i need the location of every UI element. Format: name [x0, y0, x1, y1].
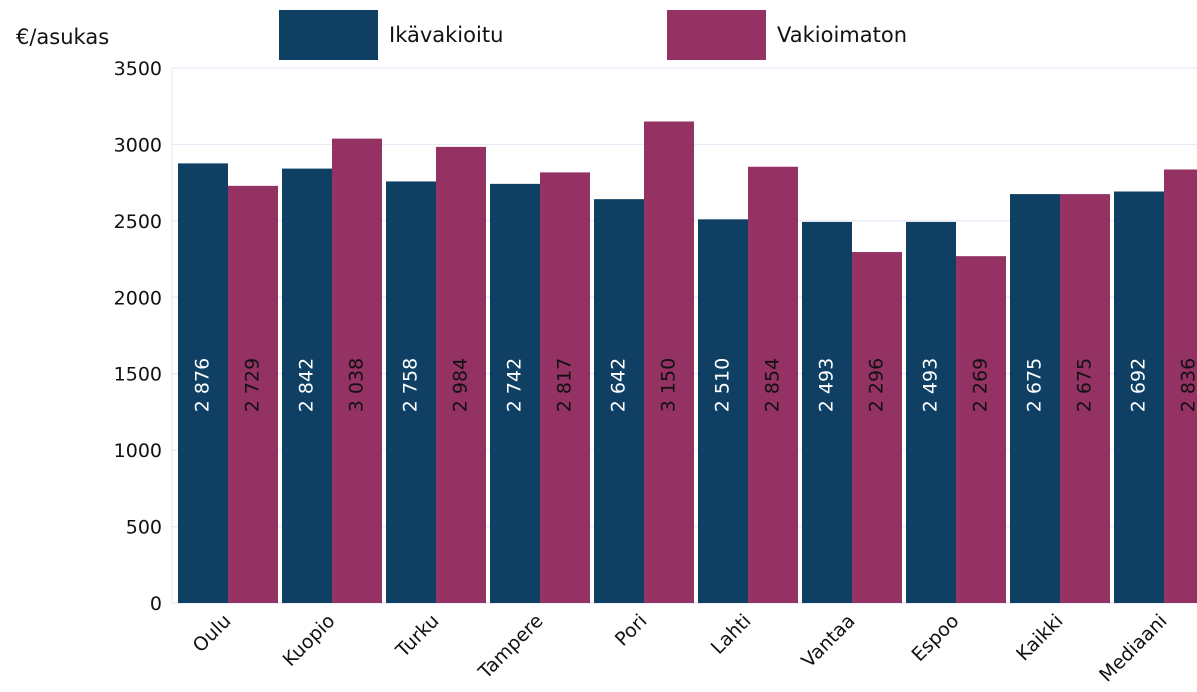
x-tick-label: Vantaa — [797, 610, 859, 672]
x-tick-label: Espoo — [908, 610, 964, 666]
y-tick-label: 3500 — [114, 58, 162, 80]
y-tick-label: 0 — [150, 593, 162, 615]
value-label: 2 758 — [400, 358, 422, 412]
bar — [956, 256, 1006, 603]
bar — [594, 199, 644, 603]
value-label: 2 729 — [242, 358, 264, 412]
x-tick-label: Lahti — [707, 610, 756, 659]
bar — [436, 146, 486, 604]
y-tick-label: 1000 — [114, 440, 162, 462]
x-tick-label: Kaikki — [1012, 610, 1067, 665]
y-tick-label: 1500 — [114, 364, 162, 386]
value-label: 2 510 — [712, 358, 734, 412]
value-label: 2 817 — [554, 358, 576, 412]
legend-swatch — [667, 10, 766, 60]
value-label: 2 493 — [816, 358, 838, 412]
value-label: 2 642 — [608, 358, 630, 412]
value-label: 2 876 — [192, 358, 214, 412]
bar — [540, 172, 590, 603]
x-tick-label: Kuopio — [279, 610, 340, 671]
bar — [1010, 194, 1060, 603]
value-label: 2 692 — [1128, 358, 1150, 412]
value-label: 2 493 — [920, 358, 942, 412]
bar — [852, 252, 902, 604]
bar — [802, 221, 852, 604]
y-tick-label: 2000 — [114, 287, 162, 309]
value-label: 3 038 — [346, 358, 368, 412]
bar — [644, 121, 694, 603]
value-label: 2 842 — [296, 358, 318, 412]
y-tick-label: 500 — [126, 517, 162, 539]
x-tick-label: Oulu — [189, 610, 236, 657]
value-label: 2 675 — [1074, 358, 1096, 412]
bar — [490, 183, 540, 603]
bar — [178, 163, 228, 603]
bar — [906, 221, 956, 604]
legend-label: Vakioimaton — [777, 23, 907, 47]
value-label: 2 984 — [450, 358, 472, 412]
bar — [332, 138, 382, 603]
x-tick-label: Mediaani — [1095, 610, 1171, 686]
y-tick-label: 2500 — [114, 211, 162, 233]
bar — [748, 166, 798, 603]
value-label: 3 150 — [658, 358, 680, 412]
value-label: 2 269 — [970, 358, 992, 412]
value-label: 2 742 — [504, 358, 526, 412]
bar — [1164, 169, 1197, 604]
y-tick-label: 3000 — [114, 134, 162, 156]
y-axis-label: €/asukas — [16, 25, 109, 49]
value-label: 2 296 — [866, 358, 888, 412]
value-label: 2 675 — [1024, 358, 1046, 412]
bar — [282, 168, 332, 603]
x-tick-label: Pori — [611, 610, 652, 651]
x-tick-label: Turku — [391, 610, 443, 662]
bar — [228, 185, 278, 604]
bar — [1114, 191, 1164, 603]
legend-label: Ikävakioitu — [389, 23, 503, 47]
x-tick-label: Tampere — [474, 610, 548, 684]
value-label: 2 854 — [762, 358, 784, 412]
legend-swatch — [279, 10, 378, 60]
bar — [698, 219, 748, 604]
value-label: 2 836 — [1178, 358, 1197, 412]
bar — [386, 181, 436, 604]
bar — [1060, 194, 1110, 603]
